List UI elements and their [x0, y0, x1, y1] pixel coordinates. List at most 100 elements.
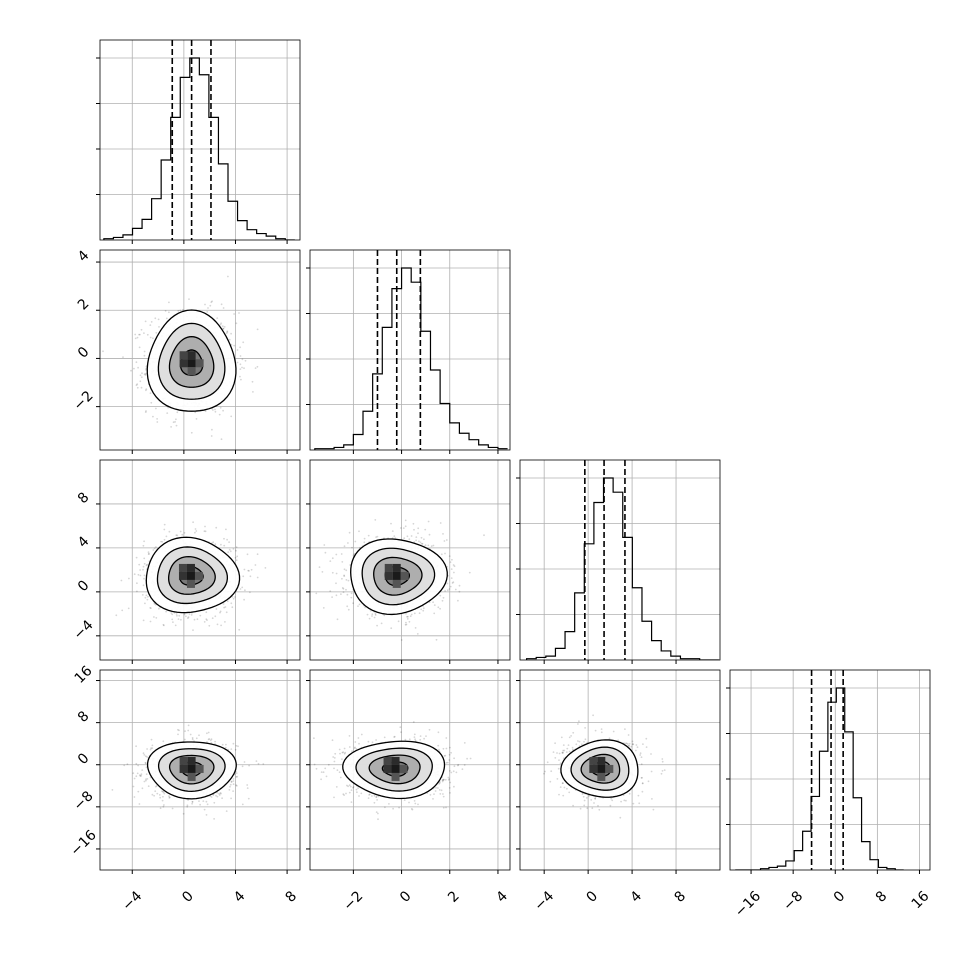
- scatter-point: [420, 536, 423, 539]
- density-cell-2-0: [392, 571, 401, 580]
- scatter-point: [354, 540, 357, 543]
- scatter-point: [153, 794, 156, 797]
- scatter-point: [230, 797, 233, 800]
- scatter-point: [154, 785, 157, 788]
- scatter-point: [194, 528, 197, 530]
- density-cell-0-4: [195, 359, 204, 368]
- scatter-point: [212, 541, 215, 544]
- scatter-point: [141, 787, 144, 790]
- scatter-point: [215, 526, 218, 529]
- scatter-point: [340, 593, 342, 595]
- scatter-point: [350, 596, 353, 599]
- scatter-point: [403, 537, 406, 540]
- scatter-point: [166, 412, 169, 414]
- scatter-point: [458, 590, 461, 593]
- scatter-point: [392, 807, 394, 810]
- scatter-point: [121, 609, 124, 612]
- scatter-point: [248, 764, 251, 767]
- scatter-point: [236, 349, 239, 351]
- scatter-point: [240, 378, 242, 381]
- scatter-point: [155, 407, 157, 410]
- scatter-point: [159, 807, 162, 810]
- scatter-point: [174, 624, 177, 627]
- scatter-point: [171, 618, 174, 621]
- density-cell-2-1: [384, 571, 393, 580]
- scatter-point: [320, 778, 322, 781]
- scatter-point: [165, 317, 168, 320]
- scatter-point: [205, 814, 208, 816]
- scatter-point: [397, 620, 400, 623]
- scatter-point: [150, 738, 153, 741]
- scatter-point: [398, 806, 400, 809]
- scatter-point: [145, 773, 148, 776]
- scatter-point: [225, 743, 227, 746]
- scatter-point: [236, 361, 239, 364]
- scatter-point: [149, 748, 152, 751]
- density-cell-2-5: [392, 579, 401, 588]
- scatter-point: [458, 584, 461, 587]
- scatter-point: [235, 559, 238, 562]
- scatter-point: [170, 612, 173, 614]
- scatter-point: [239, 368, 242, 370]
- scatter-point: [135, 745, 138, 748]
- scatter-point: [427, 520, 430, 523]
- scatter-point: [141, 594, 144, 596]
- scatter-point: [209, 304, 212, 307]
- scatter-point: [207, 738, 210, 741]
- hist-frame-0: [99, 39, 301, 241]
- scatter-point: [186, 804, 189, 807]
- scatter-point: [457, 599, 459, 602]
- scatter-point: [196, 618, 199, 621]
- scatter-point: [414, 738, 416, 741]
- density-cell-3-0: [187, 764, 196, 773]
- scatter-point: [224, 621, 226, 623]
- scatter-point: [145, 389, 147, 392]
- scatter-point: [227, 551, 230, 553]
- scatter-point: [335, 572, 338, 575]
- scatter-point: [132, 785, 135, 788]
- scatter-point: [138, 803, 141, 805]
- scatter-point: [239, 355, 242, 357]
- scatter-point: [168, 530, 171, 533]
- scatter-point: [188, 613, 191, 615]
- scatter-point: [255, 760, 258, 762]
- scatter-point: [186, 805, 189, 808]
- scatter-point: [148, 552, 150, 555]
- scatter-point: [149, 392, 152, 395]
- scatter-point: [213, 801, 216, 804]
- scatter-point: [374, 612, 377, 615]
- scatter-point: [427, 544, 430, 547]
- scatter-point: [402, 527, 405, 529]
- scatter-point: [214, 740, 217, 743]
- scatter-point: [355, 788, 358, 791]
- scatter-point: [367, 534, 370, 537]
- scatter-point: [145, 410, 147, 412]
- scatter-point: [211, 617, 214, 620]
- scatter-point: [162, 623, 165, 626]
- scatter-point: [182, 812, 185, 815]
- scatter-point: [184, 738, 186, 741]
- scatter-point: [223, 544, 226, 547]
- scatter-point: [135, 384, 138, 387]
- scatter-point: [139, 574, 142, 577]
- scatter-point: [170, 426, 173, 428]
- scatter-point: [145, 779, 147, 782]
- scatter-point: [342, 591, 345, 594]
- scatter-point: [225, 528, 227, 531]
- scatter-point: [188, 298, 190, 300]
- scatter-point: [163, 804, 165, 806]
- scatter-point: [246, 784, 249, 786]
- scatter-point: [198, 800, 200, 802]
- scatter-point: [136, 582, 138, 585]
- scatter-point: [142, 544, 145, 547]
- scatter-point: [404, 525, 407, 528]
- scatter-point: [229, 783, 232, 786]
- scatter-point: [140, 386, 143, 389]
- scatter-point: [222, 603, 225, 605]
- scatter-point: [204, 303, 206, 306]
- scatter-point: [243, 761, 246, 763]
- scatter-point: [163, 538, 166, 541]
- scatter-point: [238, 628, 241, 631]
- scatter-point: [439, 522, 442, 524]
- scatter-point: [221, 797, 224, 800]
